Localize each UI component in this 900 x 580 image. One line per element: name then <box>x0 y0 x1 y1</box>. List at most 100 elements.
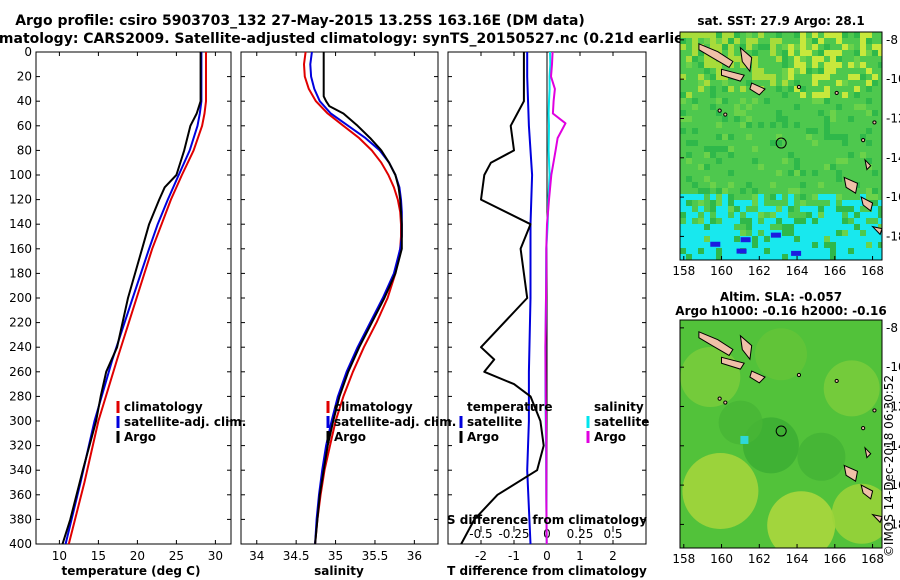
sst-cell <box>764 236 770 242</box>
sst-cell <box>812 236 818 242</box>
s-difference-label: S difference from climatology <box>447 513 647 527</box>
sst-cell <box>746 38 752 44</box>
sst-cell <box>722 80 728 86</box>
sst-cell <box>710 104 716 110</box>
sst-cell <box>686 218 692 224</box>
islet <box>834 90 839 96</box>
sst-cell <box>746 218 752 224</box>
sst-cell <box>686 200 692 206</box>
sst-cell <box>818 242 824 248</box>
sst-cell <box>758 194 764 200</box>
sst-cell <box>854 86 860 92</box>
sst-cell <box>842 236 848 242</box>
salinity-xlabel: salinity <box>314 564 364 578</box>
sst-cell <box>830 116 836 122</box>
sst-cell <box>812 254 818 260</box>
sst-cell <box>878 254 882 260</box>
sst-cell <box>848 74 854 80</box>
sst-cell <box>878 50 882 56</box>
sst-cell <box>830 56 836 62</box>
sst-cell <box>848 236 854 242</box>
sst-cell <box>788 200 794 206</box>
legend-argo: Argo <box>334 430 366 444</box>
sst-cell <box>704 68 710 74</box>
salinity-series <box>303 52 403 544</box>
temperature-legend: climatology satellite-adj. clim. Argo <box>116 400 246 444</box>
series-line-climatology <box>67 52 207 544</box>
sst-cell <box>794 32 800 38</box>
salinity-panel: 34 34.5 35 35.5 36 salinity climatology sate… <box>240 51 456 578</box>
sst-cell <box>746 44 752 50</box>
sst-cell <box>782 44 788 50</box>
sst-landmasses <box>698 43 882 236</box>
x-tick-label: 20 <box>130 549 145 563</box>
y-tick-label: 240 <box>9 340 32 354</box>
sst-cold-cell <box>740 237 751 243</box>
sst-cell <box>704 152 710 158</box>
x-tick-label: 25 <box>169 549 184 563</box>
sst-cell <box>836 80 842 86</box>
sst-cell <box>824 206 830 212</box>
sst-cell <box>680 128 686 134</box>
sst-cell <box>860 104 866 110</box>
sst-cell <box>776 218 782 224</box>
island <box>739 334 753 361</box>
sst-cell <box>764 254 770 260</box>
sst-cell <box>788 86 794 92</box>
sst-cell <box>734 230 740 236</box>
sst-cell <box>854 56 860 62</box>
sst-cell <box>698 80 704 86</box>
sst-cell <box>830 164 836 170</box>
sst-cell <box>680 110 686 116</box>
sst-cell <box>824 50 830 56</box>
sst-cell <box>854 92 860 98</box>
sst-cell <box>776 254 782 260</box>
sst-cell <box>746 242 752 248</box>
sst-cell <box>758 212 764 218</box>
sst-cell <box>830 218 836 224</box>
s-tick-label: 0.5 <box>603 527 622 541</box>
sst-cell <box>758 248 764 254</box>
sst-cell <box>812 170 818 176</box>
island <box>864 158 872 171</box>
sst-cell <box>800 224 806 230</box>
sst-cell <box>824 236 830 242</box>
sst-cell <box>866 50 872 56</box>
island <box>871 225 882 236</box>
sst-cell <box>746 212 752 218</box>
sst-cell <box>710 248 716 254</box>
y-tick-label: 20 <box>17 70 32 84</box>
sst-cell <box>818 74 824 80</box>
sst-cell <box>818 224 824 230</box>
difference-panel: -2 -1 0 1 2 -0.5 -0.25 0 0.25 0.5 S difference f… <box>447 51 649 578</box>
sst-cell <box>818 194 824 200</box>
sst-cell <box>788 206 794 212</box>
sla-cell <box>740 435 749 444</box>
sst-cell <box>854 230 860 236</box>
sst-cell <box>758 32 764 38</box>
sla-field <box>680 328 882 548</box>
sst-map-ticks: 158 160 162 164 166 168 -8 -10 -12 -14 -16 -18 <box>672 33 900 278</box>
sst-cell <box>770 206 776 212</box>
sst-cell <box>686 62 692 68</box>
map-lon-label: 164 <box>786 552 809 566</box>
sst-cell <box>830 254 836 260</box>
sst-map-title: sat. SST: 27.9 Argo: 28.1 <box>697 14 864 28</box>
sst-cell <box>752 230 758 236</box>
sst-cell <box>764 206 770 212</box>
sst-cell <box>878 44 882 50</box>
islet <box>717 108 722 113</box>
legend-salinity-title: salinity <box>594 400 644 414</box>
sst-cell <box>866 158 872 164</box>
sst-cell <box>818 212 824 218</box>
sst-cell <box>788 194 794 200</box>
y-tick-label: 320 <box>9 439 32 453</box>
sst-cell <box>878 236 882 242</box>
sst-cell <box>740 98 746 104</box>
islet <box>834 378 839 384</box>
sst-cell <box>812 80 818 86</box>
sst-cell <box>770 44 776 50</box>
sst-cell <box>842 248 848 254</box>
sst-cell <box>680 230 686 236</box>
sst-cell <box>788 224 794 230</box>
